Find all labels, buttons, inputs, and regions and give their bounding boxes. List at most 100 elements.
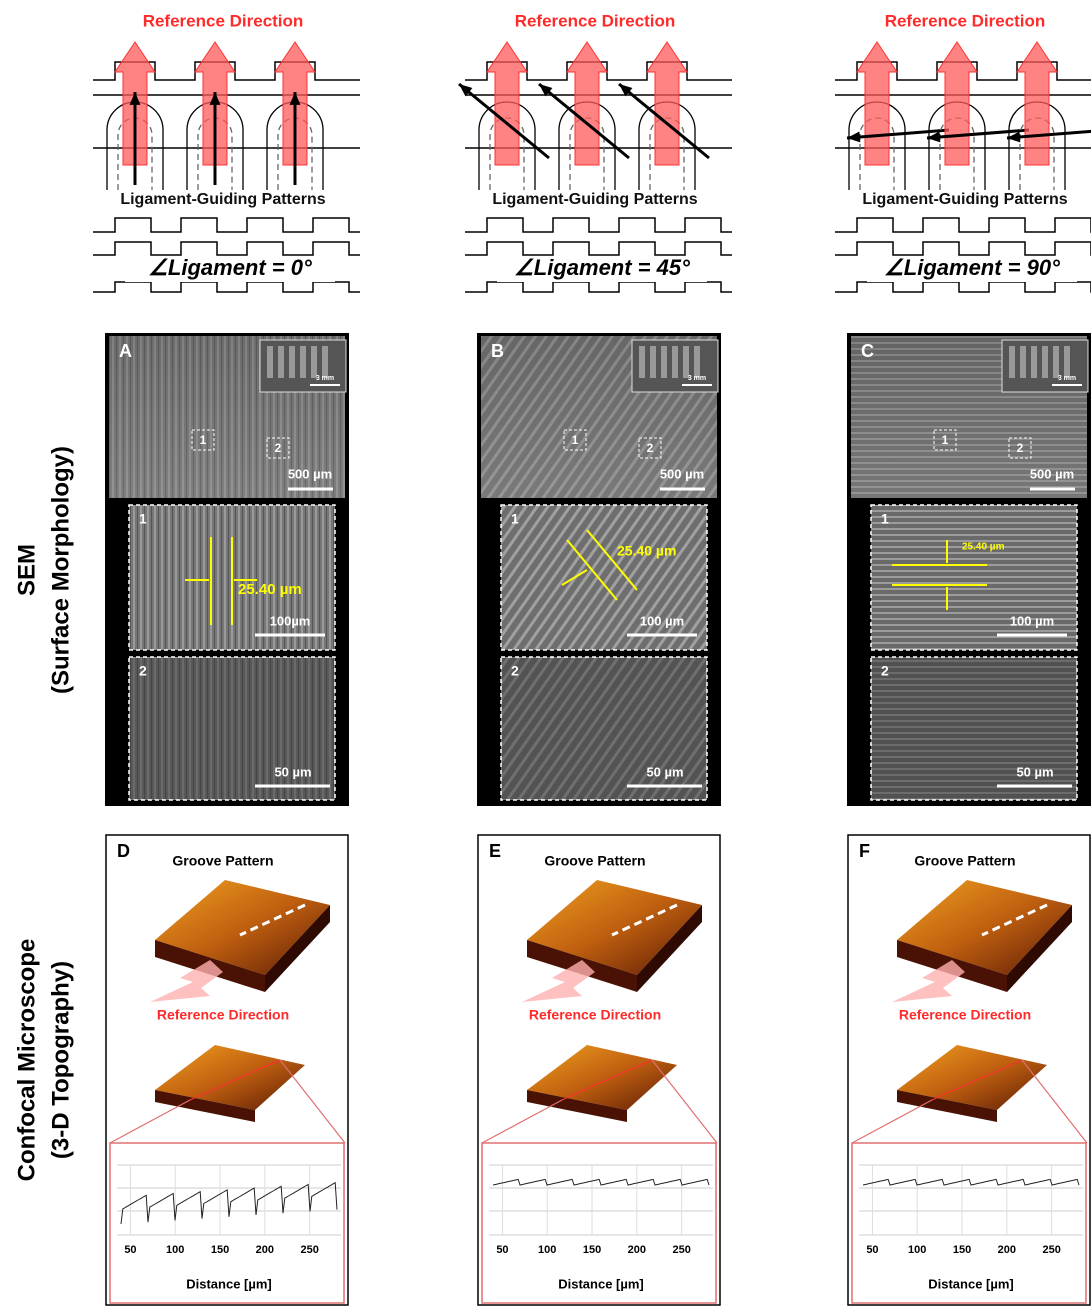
inset-groove <box>322 346 328 378</box>
x-tick-label: 250 <box>672 1244 690 1256</box>
zoom-label: 2 <box>881 663 889 679</box>
pattern-label: Ligament-Guiding Patterns <box>492 191 697 208</box>
x-tick-label: 50 <box>496 1244 508 1256</box>
inset-groove <box>694 346 700 378</box>
zoom-label: 1 <box>139 511 147 527</box>
reference-arrow <box>857 42 897 165</box>
inset-groove <box>1009 346 1015 378</box>
inset-groove <box>672 346 678 378</box>
inset-groove <box>1020 346 1026 378</box>
region-label: 2 <box>1017 441 1024 455</box>
panel-letter: B <box>491 341 504 361</box>
angle-label: ∠Ligament = 0° <box>148 255 312 280</box>
reference-direction: Reference Direction <box>515 11 676 30</box>
zoom-label: 2 <box>139 663 147 679</box>
pattern-label: Ligament-Guiding Patterns <box>120 191 325 208</box>
reference-direction: Reference Direction <box>885 11 1046 30</box>
groove-title: Groove Pattern <box>914 853 1015 869</box>
angle-label: ∠Ligament = 90° <box>884 255 1060 280</box>
row-label: Confocal Microscope <box>13 939 40 1182</box>
figure: Reference Direction Ligament-Guiding Patt… <box>0 0 1091 1309</box>
scale-label: 500 µm <box>660 466 704 481</box>
inset-groove <box>1053 346 1059 378</box>
column: Reference Direction Ligament-Guiding Patt… <box>459 11 732 1305</box>
zoom-label: 1 <box>881 511 889 527</box>
rail <box>93 282 360 292</box>
reference-direction: Reference Direction <box>529 1007 661 1023</box>
column: Reference Direction Ligament-Guiding Patt… <box>93 11 360 1305</box>
row-labels: SEM (Surface Morphology) Confocal Micros… <box>13 446 74 1181</box>
x-axis-label: Distance [µm] <box>186 1276 272 1291</box>
x-tick-label: 50 <box>124 1244 136 1256</box>
row-label: (3-D Topography) <box>47 961 74 1159</box>
inset-scale: 3 mm <box>316 375 334 382</box>
panel-letter: E <box>489 841 501 861</box>
rail <box>465 282 732 292</box>
reference-arrow <box>567 42 607 165</box>
x-tick-label: 50 <box>866 1244 878 1256</box>
scale-label: 500 µm <box>288 466 332 481</box>
page: Reference Direction Ligament-Guiding Patt… <box>0 0 1091 1309</box>
reference-arrow <box>487 42 527 165</box>
scale-label: 100µm <box>270 613 311 628</box>
panel-letter: C <box>861 341 874 361</box>
inset-groove <box>278 346 284 378</box>
region-label: 1 <box>200 433 207 447</box>
x-axis-label: Distance [µm] <box>928 1276 1014 1291</box>
inset-scale: 3 mm <box>688 375 706 382</box>
row-label: SEM <box>13 544 40 596</box>
inset-groove <box>300 346 306 378</box>
region-label: 2 <box>275 441 282 455</box>
rail <box>835 242 1091 255</box>
inset-scale: 3 mm <box>1058 375 1076 382</box>
inset-groove <box>683 346 689 378</box>
inset-groove <box>267 346 273 378</box>
spacing-label: 25.40 µm <box>617 543 676 559</box>
x-tick-label: 200 <box>628 1244 646 1256</box>
inset-groove <box>639 346 645 378</box>
x-tick-label: 150 <box>211 1244 229 1256</box>
reference-direction: Reference Direction <box>899 1007 1031 1023</box>
rail <box>93 218 360 232</box>
x-tick-label: 100 <box>908 1244 926 1256</box>
scale-label: 500 µm <box>1030 466 1074 481</box>
rail <box>465 242 732 255</box>
rail <box>835 218 1091 232</box>
rail <box>835 282 1091 292</box>
x-axis-label: Distance [µm] <box>558 1276 644 1291</box>
scale-label: 100 µm <box>640 613 684 628</box>
inset-groove <box>289 346 295 378</box>
panel-letter: D <box>117 841 130 861</box>
inset-groove <box>1064 346 1070 378</box>
groove-title: Groove Pattern <box>544 853 645 869</box>
zoom-label: 2 <box>511 663 519 679</box>
x-tick-label: 200 <box>256 1244 274 1256</box>
x-tick-label: 200 <box>998 1244 1016 1256</box>
reference-arrow <box>937 42 977 165</box>
x-tick-label: 100 <box>166 1244 184 1256</box>
region-label: 1 <box>942 433 949 447</box>
groove-title: Groove Pattern <box>172 853 273 869</box>
x-tick-label: 150 <box>583 1244 601 1256</box>
x-tick-label: 100 <box>538 1244 556 1256</box>
region-label: 1 <box>572 433 579 447</box>
scale-label: 100 µm <box>1010 613 1054 628</box>
region-label: 2 <box>647 441 654 455</box>
angle-label: ∠Ligament = 45° <box>514 255 690 280</box>
rail <box>93 242 360 255</box>
spacing-label: 25.40 µm <box>238 581 302 598</box>
scale-label: 50 µm <box>646 764 683 779</box>
reference-direction: Reference Direction <box>157 1007 289 1023</box>
reference-direction: Reference Direction <box>143 11 304 30</box>
inset-groove <box>650 346 656 378</box>
spacing-label: 25.40 µm <box>962 542 1005 553</box>
scale-label: 50 µm <box>274 764 311 779</box>
inset-groove <box>1031 346 1037 378</box>
inset-groove <box>311 346 317 378</box>
panel-letter: F <box>859 841 870 861</box>
reference-arrow <box>647 42 687 165</box>
x-tick-label: 250 <box>1042 1244 1060 1256</box>
x-tick-label: 250 <box>300 1244 318 1256</box>
reference-arrow <box>1017 42 1057 165</box>
